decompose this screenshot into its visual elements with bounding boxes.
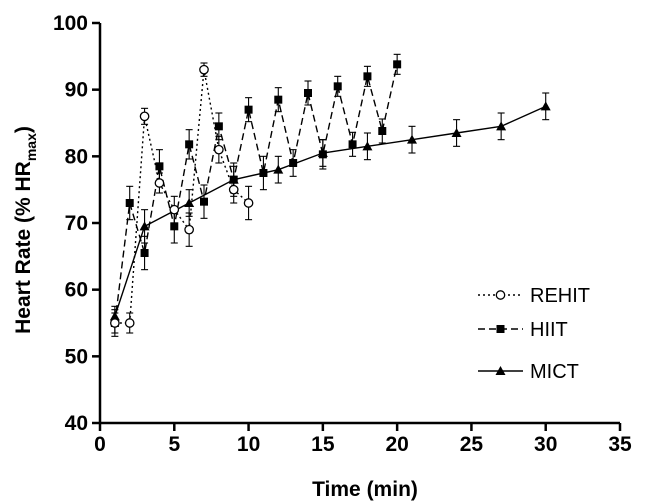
data-point-rehit [243,198,254,208]
data-point-mict [273,164,284,174]
legend-marker-rehit [495,290,506,300]
data-point-hiit [378,127,387,135]
data-point-hiit [274,95,283,104]
data-point-mict [362,141,373,151]
data-point-rehit [214,144,224,155]
data-point-mict [407,134,417,144]
data-point-hiit [200,197,208,206]
data-point-hiit [393,60,402,69]
legend-marker-hiit [496,325,505,333]
y-axis-ticks: 40 50 60 70 80 90 100 [53,12,100,435]
legend-marker-mict [495,366,506,375]
data-point-hiit [170,222,179,231]
data-point-hiit [333,82,342,91]
y-axis-label: Heart Rate (% HRmax) [12,126,39,334]
data-point-hiit [348,140,357,149]
y-tick-label: 70 [65,212,88,235]
y-tick-label: 80 [65,145,88,168]
y-axis-label-close: ) [12,126,35,133]
series-line-rehit [114,69,250,324]
x-tick-label: 0 [94,433,106,456]
x-tick-label: 25 [460,433,484,456]
legend: REHIT HIIT MICT [478,285,590,383]
data-point-hiit [125,199,134,207]
data-point-hiit [289,159,298,167]
data-point-hiit [244,105,253,114]
data-point-mict [496,121,507,131]
data-point-hiit [140,249,149,257]
data-point-hiit [363,72,372,81]
y-axis-label-main: Heart Rate (% HR [12,161,35,334]
data-point-rehit [124,318,135,328]
axes: 0 5 10 15 20 25 30 35 40 50 60 70 80 90 100 [53,12,632,456]
legend-item-hiit: HIIT [478,319,568,341]
series-layer [109,53,551,337]
data-point-hiit [259,169,268,177]
series-rehit [110,62,254,334]
y-tick-label: 40 [65,412,88,435]
series-line-mict [114,105,547,317]
data-point-rehit [228,184,239,195]
data-point-rehit [154,178,165,188]
data-point-mict [540,101,551,111]
data-point-rehit [139,111,150,122]
legend-label-rehit: REHIT [530,285,590,307]
y-axis-label-subscript: max [23,133,39,161]
data-point-rehit [184,224,194,235]
y-tick-label: 100 [53,12,88,35]
series-line-hiit [114,64,398,324]
data-point-rehit [169,204,180,215]
legend-label-hiit: HIIT [530,319,568,341]
data-point-mict [451,128,462,137]
data-point-mict [139,221,150,231]
data-point-hiit [304,89,312,97]
y-tick-label: 90 [65,79,88,102]
x-tick-label: 15 [311,433,335,456]
x-tick-label: 35 [608,433,632,456]
data-point-hiit [185,140,194,149]
data-point-hiit [318,150,327,159]
legend-item-mict: MICT [478,361,579,383]
y-tick-label: 50 [65,345,88,368]
data-point-rehit [199,64,209,75]
legend-item-rehit: REHIT [478,285,590,307]
x-axis-ticks: 0 5 10 15 20 25 30 35 [94,423,632,456]
data-point-hiit [214,122,223,131]
x-tick-label: 5 [168,433,180,456]
series-hiit [110,53,402,337]
x-axis-label: Time (min) [312,478,418,501]
x-tick-label: 30 [534,433,557,456]
data-point-rehit [110,318,120,328]
legend-label-mict: MICT [530,361,579,383]
data-point-hiit [155,162,164,171]
x-tick-label: 20 [385,433,408,456]
x-tick-label: 10 [237,433,260,456]
y-tick-label: 60 [65,279,88,302]
